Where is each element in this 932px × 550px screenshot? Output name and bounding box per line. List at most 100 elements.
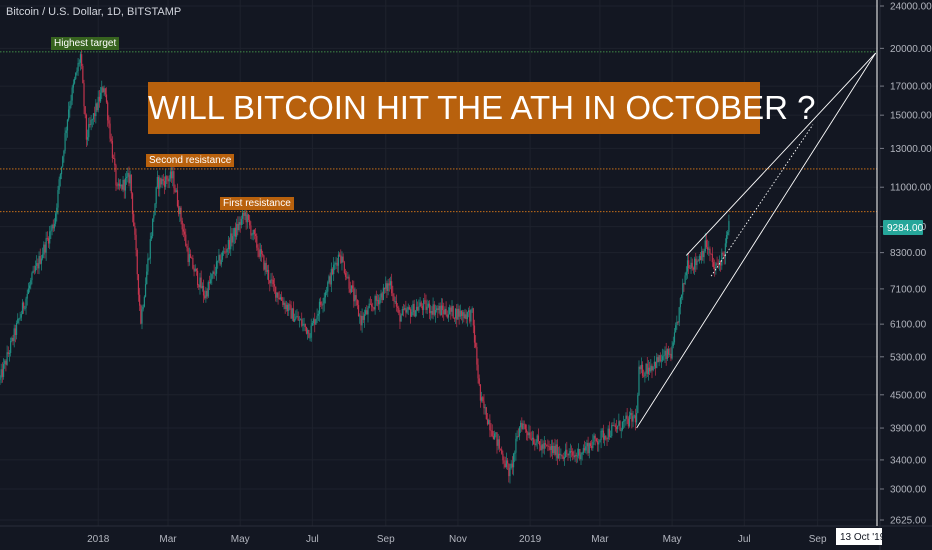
candle-body [105,94,108,103]
candle-body [666,349,668,359]
candle-body [423,300,425,311]
candle-body [173,171,175,189]
candle-body [400,315,402,322]
candle-body [686,260,689,272]
candle-body [96,103,98,111]
candle-body [159,178,161,189]
candle-body [419,302,421,307]
candle-body [385,283,387,290]
x-tick-label: 2018 [87,534,110,545]
candle-body [298,320,300,321]
candle-body [475,342,477,347]
candle-body [499,448,502,450]
candle-body [181,220,183,230]
candle-body [47,238,50,244]
candle-body [276,292,278,298]
candle-body [330,268,332,285]
candle-body [411,312,413,317]
candle-body [165,176,167,187]
candle-body [329,276,331,285]
candle-body [230,233,232,250]
candle-body [130,174,132,194]
time-axis[interactable]: 2018 Mar May Jul Sep Nov 2019 Mar May Jul Sep [87,534,827,545]
candle-body [424,300,426,302]
candle-body [288,304,290,312]
candle-body [55,213,57,224]
candle-body [149,239,151,259]
candle-body [172,171,174,179]
candle-body [439,306,441,315]
candle-body [232,236,234,243]
candle-body [627,418,629,427]
candle-body [654,361,657,369]
candle-body [457,308,459,320]
candle-body [598,442,600,445]
candle-body [266,269,269,272]
candle-body [322,303,324,306]
candle-body [675,325,677,333]
candle-body [520,422,522,428]
candle-body [317,313,319,316]
candle-body [253,229,256,235]
candle-body [573,455,575,458]
candle-body [64,133,66,151]
candle-body [664,350,666,356]
candle-body [561,454,563,457]
candle-body [308,329,310,338]
candle-body [198,285,200,288]
candle-body [391,281,393,294]
candle-body [606,438,608,440]
candle-body [549,446,551,451]
candle-body [518,427,521,437]
candle-body [340,255,342,263]
candle-body [24,308,26,309]
candle-body [211,274,213,280]
candle-body [13,328,15,342]
candle-body [70,100,72,106]
candle-body [496,432,498,446]
candle-body [71,87,73,101]
trendline[interactable] [710,124,814,277]
candle-body [197,270,199,286]
candle-body [382,287,384,300]
y-tick-label: 15000.00 [890,111,932,122]
y-tick-label: 24000.00 [890,2,932,13]
candle-body [697,260,699,262]
candle-body [111,141,114,159]
candle-body [560,454,562,456]
x-tick-label: Sep [377,534,395,545]
candle-body [718,261,721,264]
candle-body [285,304,287,310]
candle-body [502,453,504,461]
trendline[interactable] [636,52,877,429]
candle-body [452,306,454,319]
symbol-label[interactable]: Bitcoin / U.S. Dollar, 1D, BITSTAMP [6,6,182,18]
candle-body [262,253,264,256]
candle-body [180,207,182,221]
x-tick-label: May [663,534,682,545]
candle-body [528,432,530,436]
candle-body [381,293,383,300]
candle-body [38,256,40,269]
candle-body [656,357,658,369]
candle-body [124,177,127,191]
candle-body [343,262,345,274]
y-tick-label: 20000.00 [890,44,932,55]
candle-body [305,326,308,334]
candle-body [651,365,653,371]
trendline[interactable] [685,52,876,256]
candle-body [296,316,298,318]
candle-body [206,290,208,297]
last-price-value: 9284.00 [887,223,924,234]
candle-body [233,227,235,237]
price-axis[interactable]: 24000.00 20000.00 17000.00 15000.00 13000.00… [880,2,932,527]
candle-body [494,433,496,440]
candle-body [536,435,538,443]
candle-body [693,258,696,270]
candle-body [480,397,483,401]
candle-body [19,317,21,319]
candle-body [702,251,704,258]
candle-body [327,282,329,292]
candle-body [599,440,601,443]
candle-body [66,119,69,131]
